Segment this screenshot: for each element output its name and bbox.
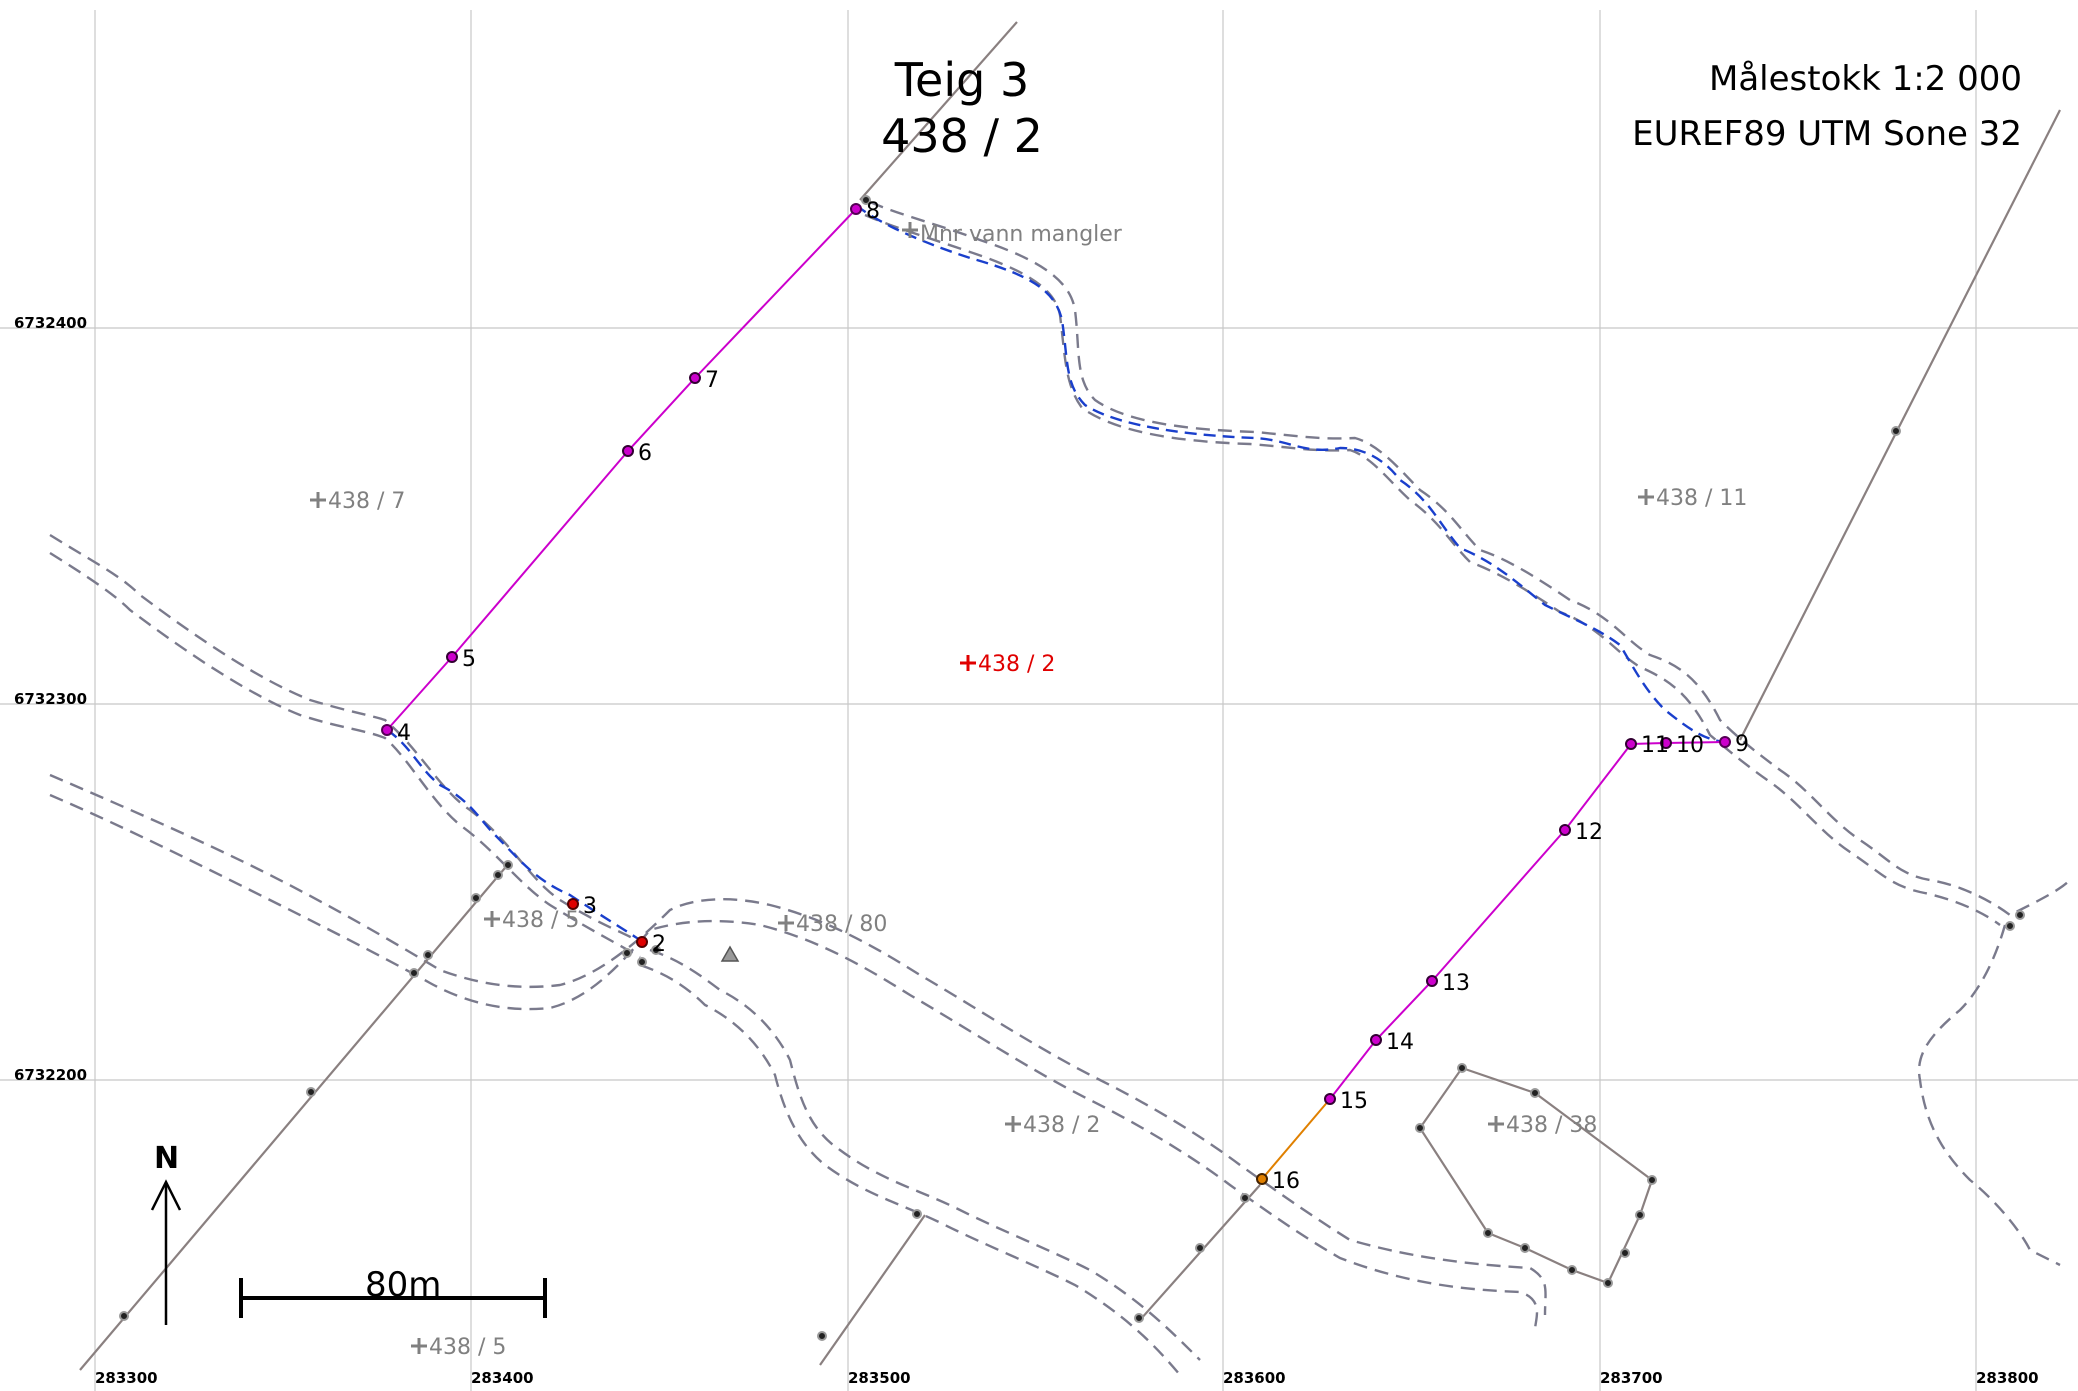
map-title: Teig 3 438 / 2 [862, 52, 1062, 164]
boundary-point-label: 16 [1272, 1169, 1300, 1194]
boundary-point-label: 5 [462, 647, 476, 672]
boundary-point-label: 4 [397, 721, 411, 746]
boundary-point-label: 14 [1386, 1030, 1414, 1055]
water-lines [386, 204, 1726, 943]
boundary-point-label: 6 [638, 441, 652, 466]
boundary-point-label: 11 [1641, 733, 1669, 758]
boundary-point-label: 7 [705, 368, 719, 393]
fence-lines [79, 21, 2061, 1371]
grid-y-label: 6732300 [14, 690, 87, 708]
grid-x-label: 283400 [471, 1369, 534, 1387]
title-teig: Teig 3 [894, 53, 1030, 107]
scale-bar-label: 80m [365, 1265, 441, 1305]
road-edges [49, 200, 2071, 1376]
grid-x-label: 283300 [95, 1369, 158, 1387]
north-arrow-icon [150, 1179, 182, 1325]
parcel-label: Mnr vann mangler [920, 222, 1123, 247]
title-parcel-number: 438 / 2 [881, 109, 1043, 163]
fence-vertices [119, 195, 2025, 1341]
map-scale-info: Målestokk 1:2 000 EUREF89 UTM Sone 32 [1632, 52, 2022, 162]
grid-x-label: 283800 [1976, 1369, 2039, 1387]
survey-triangle-icon [720, 945, 740, 962]
parcel-label: 438 / 11 [1656, 486, 1747, 511]
grid-x-label: 283500 [848, 1369, 911, 1387]
parcel-label: 438 / 7 [328, 489, 405, 514]
boundary-point-label: 13 [1442, 971, 1470, 996]
parcel-label: 438 / 2 [1023, 1113, 1100, 1138]
scale-text: Målestokk 1:2 000 [1709, 59, 2022, 99]
north-arrow-label: N [154, 1141, 179, 1176]
boundary-point-markers [381, 203, 1731, 1185]
boundary-point-label: 3 [583, 894, 597, 919]
grid-x-label: 283700 [1600, 1369, 1663, 1387]
boundary-point-label: 10 [1676, 733, 1704, 758]
parcel-label: 438 / 5 [429, 1335, 506, 1360]
boundary-point-label: 9 [1735, 732, 1749, 757]
boundary-point-label: 15 [1340, 1089, 1368, 1114]
parcel-label: 438 / 5 [502, 908, 579, 933]
grid-lines [0, 10, 2078, 1391]
parcel-label: 438 / 80 [796, 912, 887, 937]
parcel-label: 438 / 38 [1506, 1113, 1597, 1138]
property-boundary [386, 208, 1726, 1180]
parcel-label-active: 438 / 2 [978, 652, 1055, 677]
scale-bar [239, 1278, 547, 1318]
grid-y-label: 6732400 [14, 314, 87, 332]
boundary-point-label: 8 [866, 199, 880, 224]
grid-y-label: 6732200 [14, 1066, 87, 1084]
crs-text: EUREF89 UTM Sone 32 [1632, 114, 2022, 154]
boundary-point-label: 12 [1575, 820, 1603, 845]
grid-x-label: 283600 [1223, 1369, 1286, 1387]
boundary-point-label: 2 [652, 932, 666, 957]
parcel-cross-icons [310, 222, 1654, 1354]
